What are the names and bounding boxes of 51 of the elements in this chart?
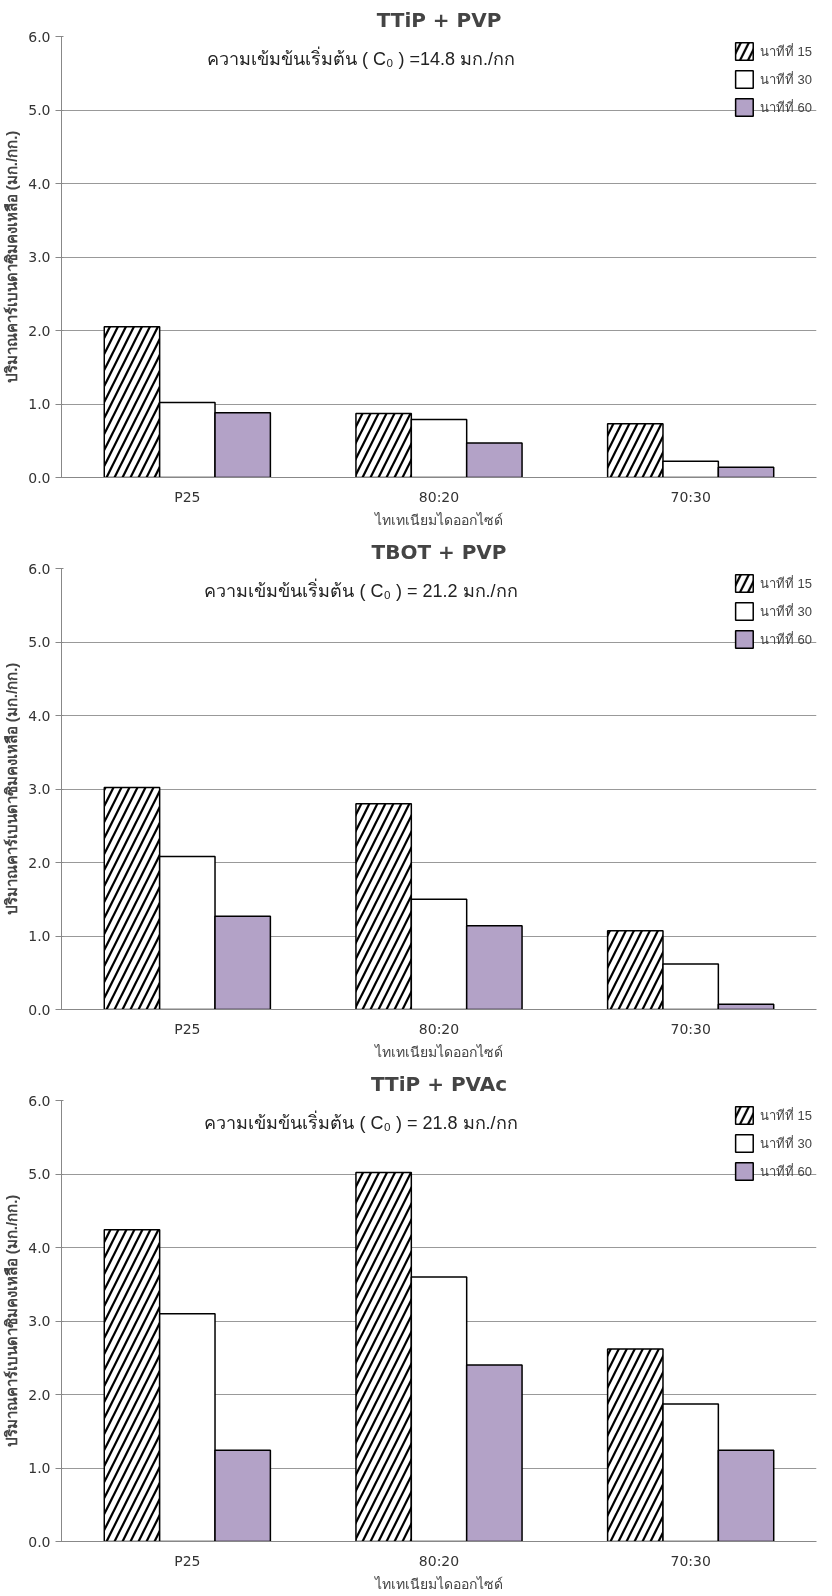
y-tick-label: 3.0 [28, 781, 51, 797]
x-tick-label: P25 [174, 1020, 201, 1037]
y-tick-label: 2.0 [28, 854, 51, 871]
y-axis-title: ปริมาณคาร์เบนดาซิมคงเหลือ (มก./กก.) [3, 1194, 21, 1448]
y-tick-label: 5.0 [28, 634, 51, 650]
annotation: ความเข้มข้นเริ่มต้น ( C₀ ) = 21.2 มก./กก [204, 577, 518, 601]
annotation: ความเข้มข้นเริ่มต้น ( C₀ ) = 21.8 มก./กก [204, 1109, 518, 1133]
y-tick-label: 6.0 [28, 28, 51, 45]
y-tick-label: 0.0 [28, 1533, 51, 1550]
legend-label: นาทีที่ 15 [759, 574, 812, 593]
legend-label: นาทีที่ 30 [759, 70, 812, 89]
y-tick-label: 1.0 [28, 1460, 51, 1476]
y-tick-label: 4.0 [28, 175, 51, 192]
x-tick-label: 70:30 [670, 488, 711, 505]
y-tick-label: 4.0 [28, 707, 51, 724]
annotation: ความเข้มข้นเริ่มต้น ( C₀ ) =14.8 มก./กก [206, 45, 516, 69]
legend-label: นาทีที่ 30 [759, 602, 812, 621]
x-tick-label: 70:30 [670, 1552, 711, 1569]
x-axis-title: ไทเทเนียมไดออกไซด์ [374, 511, 503, 528]
x-tick-label: 80:20 [418, 488, 460, 505]
y-tick-label: 6.0 [28, 560, 51, 577]
y-tick-label: 2.0 [28, 322, 51, 339]
x-tick-label: P25 [174, 1552, 201, 1569]
y-axis-title: ปริมาณคาร์เบนดาซิมคงเหลือ (มก./กก.) [3, 662, 21, 916]
y-tick-label: 5.0 [28, 1166, 51, 1182]
x-axis-title: ไทเทเนียมไดออกไซด์ [374, 1043, 503, 1060]
chart-title: TTiP + PVAc [370, 1071, 508, 1096]
legend-label: นาทีที่ 60 [759, 1162, 812, 1181]
legend-label: นาทีที่ 60 [759, 98, 812, 117]
y-tick-label: 2.0 [28, 1386, 51, 1403]
y-axis-title: ปริมาณคาร์เบนดาซิมคงเหลือ (มก./กก.) [3, 130, 21, 384]
legend-label: นาทีที่ 15 [759, 42, 812, 61]
y-tick-label: 0.0 [28, 469, 51, 486]
chart-title: TTiP + PVP [376, 7, 502, 32]
y-tick-label: 4.0 [28, 1239, 51, 1256]
y-tick-label: 3.0 [28, 1313, 51, 1329]
legend-label: นาทีที่ 15 [759, 1106, 812, 1125]
y-tick-label: 1.0 [28, 928, 51, 944]
legend-label: นาทีที่ 30 [759, 1134, 812, 1153]
chart-title: TBOT + PVP [371, 539, 507, 564]
x-tick-label: 80:20 [418, 1552, 460, 1569]
x-tick-label: P25 [174, 488, 201, 505]
legend-label: นาทีที่ 60 [759, 630, 812, 649]
y-tick-label: 5.0 [28, 102, 51, 118]
y-tick-label: 6.0 [28, 1092, 51, 1109]
y-tick-label: 1.0 [28, 396, 51, 412]
y-tick-label: 3.0 [28, 249, 51, 265]
x-axis-title: ไทเทเนียมไดออกไซด์ [374, 1575, 503, 1592]
x-tick-label: 70:30 [670, 1020, 711, 1037]
x-tick-label: 80:20 [418, 1020, 460, 1037]
y-tick-label: 0.0 [28, 1001, 51, 1018]
